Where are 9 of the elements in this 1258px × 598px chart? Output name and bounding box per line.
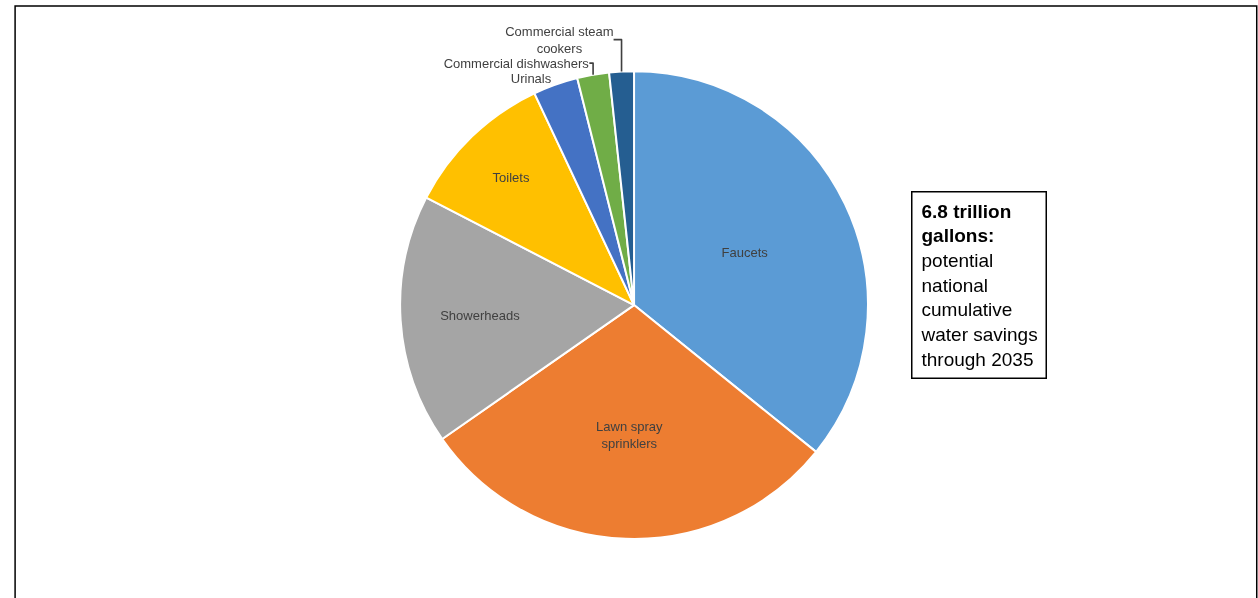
slice-label: Toilets [492, 170, 530, 186]
text: 6.8 trillion gallons: [921, 200, 1012, 247]
slice-label: Lawn spray sprinklers [596, 419, 664, 451]
slice-label: Commercial steam cookers [505, 23, 614, 56]
slice-label: Commercial dishwashers [443, 55, 590, 71]
slice-label: Showerheads [440, 307, 521, 323]
text: potential national cumulative water savings through 2035 [920, 249, 1038, 370]
slice-label: Faucets [721, 244, 769, 260]
slice-label: Urinals [510, 70, 552, 86]
